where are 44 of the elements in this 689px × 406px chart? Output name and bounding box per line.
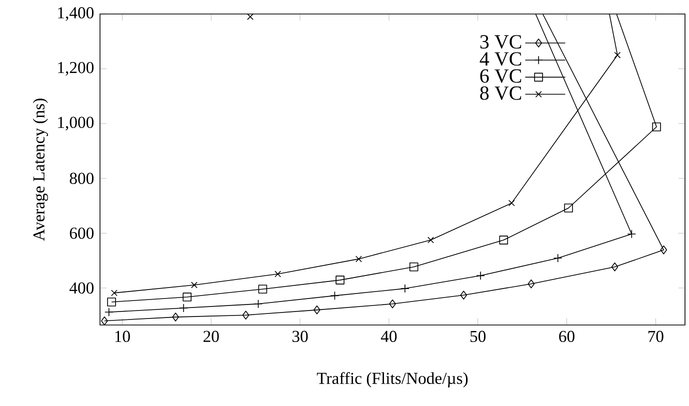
point [111,290,118,296]
point [389,299,396,308]
y-axis-title: Average Latency (ns) [32,98,48,241]
point [274,270,282,278]
point [107,298,116,306]
y-tick-label: 1,200 [58,62,94,76]
legend-label: 3 VC [480,35,522,49]
point [528,279,535,288]
point [460,290,468,300]
legend-label: 6 VC [480,69,522,83]
point [611,262,618,272]
point [508,200,515,206]
point [336,276,344,284]
legend-label: 4 VC [480,52,522,66]
y-tick-label: 800 [70,172,94,184]
y-tick-label: 1,400 [58,7,94,21]
point [101,316,108,326]
point [182,292,192,302]
point [652,122,661,132]
point [258,284,268,294]
x-tick-label: 70 [648,330,664,342]
point [314,306,320,314]
point [660,246,668,254]
x-tick-label: 60 [559,330,574,342]
point [247,14,254,20]
legend-label: 8 VC [480,86,522,100]
point [499,236,508,244]
x-axis-title: Traffic (Flits/Node/µs) [316,372,468,388]
point [242,310,250,320]
point [355,256,362,262]
point [614,52,621,58]
point [191,282,198,288]
y-tick-label: 600 [70,228,94,239]
x-tick-label: 10 [115,330,130,342]
y-tick-label: 400 [70,282,94,294]
x-tick-label: 50 [470,330,486,342]
point [428,236,434,244]
point [172,312,179,322]
point [409,262,418,272]
y-tick-label: 1,000 [58,116,94,130]
x-tick-label: 40 [380,330,397,342]
x-tick-label: 20 [204,330,219,342]
point [564,204,573,212]
x-tick-label: 30 [292,330,308,342]
